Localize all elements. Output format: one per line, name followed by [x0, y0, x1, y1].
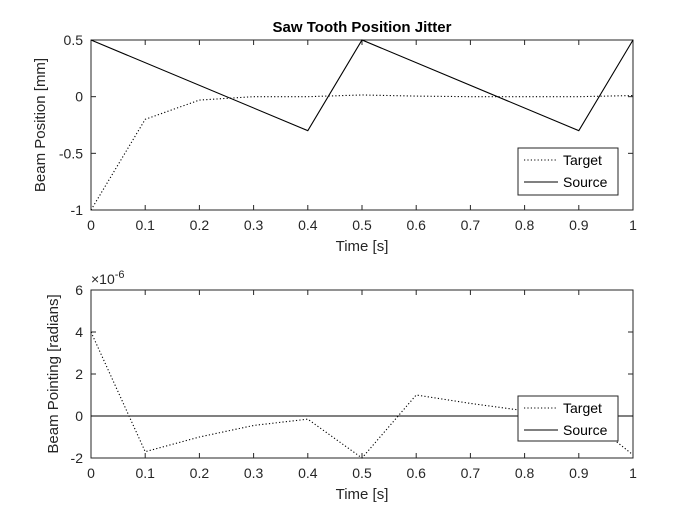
x-tick-label: 0.2 [190, 465, 210, 481]
y-tick-label: 0 [75, 89, 83, 105]
y-tick-label: 0 [75, 408, 83, 424]
y-exponent-base: ×10 [91, 271, 115, 287]
y-tick-label: -1 [71, 202, 84, 218]
x-tick-label: 0.3 [244, 465, 264, 481]
x-tick-label: 0 [87, 217, 95, 233]
x-tick-label: 0.2 [190, 217, 210, 233]
y-tick-label: -2 [71, 450, 84, 466]
y-tick-label: 0.5 [64, 32, 84, 48]
x-tick-label: 0.7 [461, 465, 481, 481]
y-tick-label: -0.5 [59, 145, 83, 161]
x-tick-label: 0.5 [352, 465, 372, 481]
x-tick-label: 1 [629, 465, 637, 481]
y-axis-label: Beam Pointing [radians] [45, 294, 62, 453]
y-tick-label: 6 [75, 282, 83, 298]
x-tick-label: 0.5 [352, 217, 372, 233]
x-tick-label: 0.9 [569, 465, 589, 481]
series-line-target [90, 94, 634, 211]
x-tick-label: 0.8 [515, 465, 535, 481]
x-axis-label: Time [s] [336, 238, 389, 255]
x-tick-label: 0.6 [406, 217, 426, 233]
y-axis-label: Beam Position [mm] [32, 58, 49, 192]
x-tick-label: 0 [87, 465, 95, 481]
y-tick-label: 4 [75, 324, 83, 340]
series-line-source [90, 39, 634, 132]
chart-title: Saw Tooth Position Jitter [273, 19, 452, 36]
x-tick-label: 0.8 [515, 217, 535, 233]
x-tick-label: 0.1 [135, 217, 155, 233]
x-tick-label: 0.6 [406, 465, 426, 481]
legend: Target Source [517, 395, 619, 442]
legend-label-target: Target [563, 152, 602, 168]
x-tick-label: 0.4 [298, 217, 318, 233]
x-axis-label: Time [s] [336, 486, 389, 503]
legend-label-source: Source [563, 174, 608, 190]
y-exponent-power: -6 [115, 269, 125, 281]
x-tick-label: 1 [629, 217, 637, 233]
x-tick-label: 0.7 [461, 217, 481, 233]
chart-1: 0 0.1 0.2 0.3 0.4 0.5 0.6 0.7 0.8 0.9 1 -1 -0.5 0 0.5 S… [32, 19, 637, 255]
y-exponent-label: ×10-6 [91, 269, 125, 287]
x-tick-label: 0.9 [569, 217, 589, 233]
y-tick-label: 2 [75, 366, 83, 382]
x-tick-label: 0.3 [244, 217, 264, 233]
legend: Target Source [517, 147, 619, 196]
legend-label-target: Target [563, 400, 602, 416]
x-tick-label: 0.1 [135, 465, 155, 481]
x-tick-label: 0.4 [298, 465, 318, 481]
legend-box [517, 395, 619, 442]
legend-label-source: Source [563, 422, 608, 438]
chart-2: 0 0.1 0.2 0.3 0.4 0.5 0.6 0.7 0.8 0.9 1-20246Time … [45, 269, 637, 503]
legend-box [517, 147, 619, 196]
